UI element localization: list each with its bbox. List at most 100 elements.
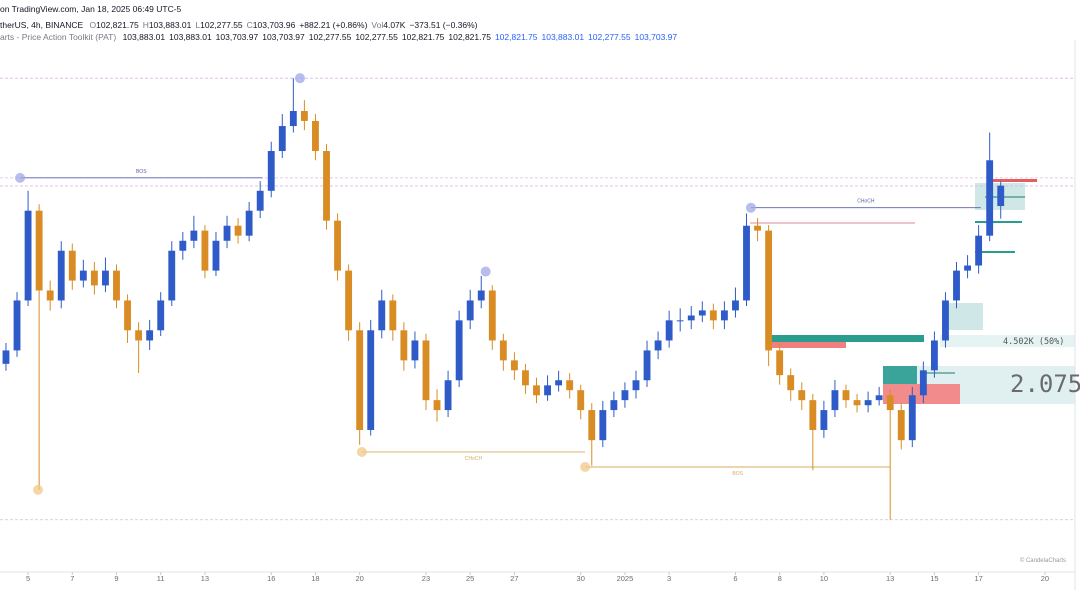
candle-body (555, 380, 563, 386)
swing-point (745, 202, 756, 213)
structure-label: CHoCH (857, 199, 875, 205)
quote-item: H (142, 20, 149, 30)
candle-body (422, 340, 430, 401)
structure-label: BOS (732, 471, 743, 477)
candle-body (743, 225, 750, 301)
candle-body (510, 360, 518, 371)
indicator-value: 102,821.75 (448, 32, 491, 42)
candle-body (400, 330, 408, 361)
quote-item: 103,883.01 (148, 20, 192, 30)
x-tick-label: 2025 (617, 574, 634, 583)
candle-body (68, 250, 76, 281)
quote-item: 102,277.55 (200, 20, 243, 30)
indicator-value: 103,883.01 (122, 32, 166, 42)
swing-point (356, 446, 367, 457)
zones (0, 40, 1076, 590)
quote-item: O (89, 20, 97, 30)
indicator-name: arts - Price Action Toolkit (PAT) (0, 32, 117, 42)
quote-item: 103,703.96 (252, 20, 296, 30)
candle-body (621, 390, 629, 401)
header-line-3: arts - Price Action Toolkit (PAT) 103,88… (0, 32, 681, 42)
candle-body (444, 380, 452, 411)
demand-zone (772, 335, 924, 342)
candle-body (732, 300, 739, 311)
x-tick-label: 9 (114, 574, 118, 583)
candle-body (135, 330, 143, 341)
ratio-label: 2.075 (1010, 370, 1080, 398)
swing-point (294, 73, 305, 84)
fib-zone (940, 335, 1075, 347)
x-tick-label: 5 (26, 574, 30, 583)
watermark: © CandelaCharts (1020, 557, 1066, 564)
indicator-value: 102,277.55 (355, 32, 398, 42)
quote-item: 102,821.75 (96, 20, 139, 30)
candle-body (709, 310, 717, 321)
swing-point (480, 266, 491, 277)
candle-body (102, 270, 109, 286)
candle-body (522, 370, 529, 386)
structure-label: BOS (136, 169, 147, 175)
candle-body (886, 395, 894, 411)
candle-body (533, 385, 540, 396)
candle-body (676, 320, 684, 322)
candle-body (168, 250, 176, 301)
candle-body (776, 350, 784, 376)
candle-body (919, 370, 927, 396)
candle-body (577, 390, 585, 411)
x-tick-label: 7 (70, 574, 74, 583)
candle-body (267, 151, 275, 191)
x-tick-label: 23 (422, 574, 430, 583)
candle-body (997, 185, 1005, 207)
x-tick-label: 27 (510, 574, 518, 583)
supply-zone (993, 179, 1037, 182)
swing-point (15, 172, 26, 183)
x-tick-label: 25 (466, 574, 474, 583)
candle-body (687, 315, 695, 321)
candle-body (720, 310, 728, 321)
candle-body (566, 380, 574, 391)
quote-item: C (246, 20, 253, 30)
candle-body (79, 270, 87, 281)
candle-body (24, 210, 32, 301)
quote-item: +882.21 (+0.86%) (299, 20, 368, 30)
swing-point (580, 461, 591, 472)
candle-body (897, 410, 905, 441)
candle-body (367, 330, 375, 430)
candle-body (245, 210, 253, 236)
x-tick-label: 13 (201, 574, 209, 583)
supply-zone (772, 342, 846, 348)
indicator-value: 103,703.97 (634, 32, 678, 42)
header-line-2: therUS, 4h, BINANCE O102,821.75 H103,883.… (0, 20, 482, 30)
indicator-value: 102,277.55 (308, 32, 352, 42)
candle-body (798, 390, 806, 401)
candle-body (477, 290, 485, 301)
candle-body (57, 250, 65, 301)
candle-body (124, 300, 131, 331)
x-tick-label: 15 (930, 574, 938, 583)
indicator-value: 103,703.97 (215, 32, 259, 42)
indicator-value: 103,883.01 (169, 32, 212, 42)
candle-body (842, 390, 850, 401)
candle-body (853, 400, 861, 406)
source: on TradingView.com, Jan 18, 2025 06:49 U… (0, 4, 182, 14)
fib-label: 4.502K (50%) (1003, 337, 1064, 347)
candle-body (765, 230, 773, 351)
structure-label: CHoCH (465, 456, 483, 462)
x-tick-label: 20 (1041, 574, 1049, 583)
candle-body (278, 126, 286, 152)
candle-body (2, 350, 10, 364)
candle-body (13, 300, 21, 351)
indicator-value: 103,883.01 (541, 32, 585, 42)
candle-body (157, 300, 165, 331)
x-tick-label: 30 (577, 574, 585, 583)
swing-point (33, 484, 44, 495)
candle-body (334, 220, 341, 271)
candle-body (312, 120, 319, 152)
candle-body (411, 340, 419, 361)
symbol: therUS, 4h, BINANCE (0, 20, 84, 30)
candle-body (356, 330, 364, 430)
candle-body (754, 225, 761, 231)
candle-body (632, 380, 640, 391)
